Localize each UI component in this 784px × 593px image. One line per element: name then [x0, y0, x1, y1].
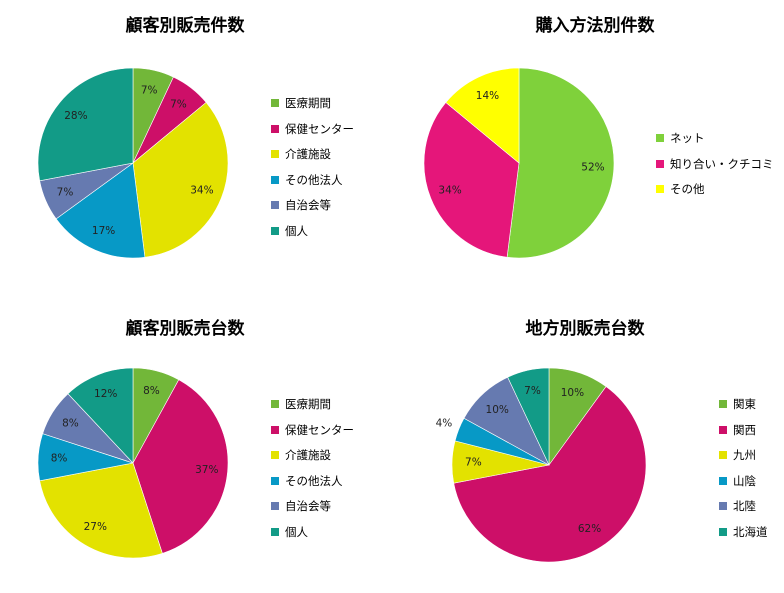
pie-slice [67, 367, 134, 464]
pie-plot: 8% 37% 27% 8% 8% 12% [37, 367, 229, 559]
slice-data-label: 17% [92, 225, 115, 237]
slice-data-label: 62% [578, 523, 601, 535]
legend-label: 保健センター [285, 422, 354, 437]
legend-swatch [271, 99, 279, 107]
chart-title: 顧客別販売台数 [125, 319, 245, 339]
pie-slice [445, 67, 520, 164]
slice-data-label: 7% [141, 85, 158, 97]
pie-slice [39, 462, 163, 559]
pie-slice [506, 67, 615, 259]
legend-label: 保健センター [285, 121, 354, 136]
pie-plot: 52% 34% 14% [423, 67, 615, 259]
slice-data-label: 52% [581, 162, 604, 174]
slice-data-label: 7% [465, 457, 482, 469]
pie-plot: 10% 62% 7% 4% 10% 7% [436, 367, 647, 563]
pie-slice [423, 102, 520, 258]
slice-data-label: 10% [561, 387, 584, 399]
slice-data-label: 37% [195, 464, 218, 476]
slice-data-label: 7% [170, 98, 187, 110]
legend-swatch [271, 451, 279, 460]
legend-swatch [719, 527, 727, 536]
legend-label: 九州 [733, 448, 756, 463]
legend-label: 個人 [285, 223, 308, 238]
slice-data-label: 12% [94, 388, 117, 400]
slice-data-label: 10% [486, 404, 509, 416]
slice-data-label: 8% [51, 452, 68, 464]
legend-label: 北海道 [733, 524, 768, 539]
legend-label: 山陰 [733, 473, 756, 488]
legend-swatch [271, 201, 279, 210]
legend-swatch [271, 226, 279, 235]
legend-swatch [719, 400, 727, 408]
legend-label: 医療期間 [285, 397, 331, 411]
legend-swatch [271, 476, 279, 485]
legend-swatch [271, 150, 279, 159]
legend-label: 知り合い・クチコミ [670, 156, 774, 171]
legend-swatch [719, 425, 727, 434]
legend-swatch [719, 451, 727, 460]
chart-title: 顧客別販売件数 [125, 16, 245, 36]
slice-data-label: 34% [438, 184, 461, 196]
pie-slice [55, 162, 146, 259]
legend-label: その他法人 [285, 172, 343, 187]
slice-data-label: 34% [190, 184, 213, 196]
legend-label: 介護施設 [285, 448, 331, 463]
legend-swatch [271, 400, 279, 408]
legend-label: 関西 [733, 422, 756, 437]
pie-slice [37, 67, 134, 182]
legend-label: ネット [670, 131, 705, 145]
pie-slice [507, 367, 550, 466]
slice-data-label: 27% [84, 521, 107, 533]
legend-swatch [656, 159, 664, 168]
legend-swatch [656, 134, 664, 142]
legend-swatch [271, 527, 279, 536]
legend-swatch [719, 476, 727, 485]
legend-swatch [656, 185, 664, 194]
slice-data-label: 7% [524, 385, 541, 397]
legend-swatch [271, 425, 279, 434]
pie-slice [132, 379, 229, 554]
slice-data-label: 8% [62, 417, 79, 429]
slice-data-label: 7% [57, 186, 74, 198]
legend-label: 自治会等 [285, 499, 331, 514]
slice-data-label: 8% [143, 385, 160, 397]
chart-title: 地方別販売台数 [525, 319, 645, 339]
legend-swatch [271, 124, 279, 133]
legend-swatch [271, 502, 279, 511]
legend-swatch [719, 502, 727, 511]
legend-label: 自治会等 [285, 198, 331, 213]
slice-data-label: 28% [64, 110, 87, 122]
chart-title: 購入方法別件数 [535, 16, 655, 36]
slice-data-label: 14% [476, 90, 499, 102]
legend-label: 北陸 [733, 499, 756, 514]
slice-data-label: 4% [436, 417, 453, 429]
legend-label: 医療期間 [285, 96, 331, 110]
pie-slice [453, 386, 647, 563]
pie-slice [132, 102, 229, 258]
legend-label: 関東 [733, 397, 756, 411]
pie-plot: 7% 7% 34% 17% 7% 28% [37, 67, 229, 259]
legend-swatch [271, 175, 279, 184]
legend-label: 個人 [285, 524, 308, 539]
legend-label: その他法人 [285, 473, 343, 488]
legend-label: その他 [670, 182, 705, 197]
legend-label: 介護施設 [285, 147, 331, 162]
